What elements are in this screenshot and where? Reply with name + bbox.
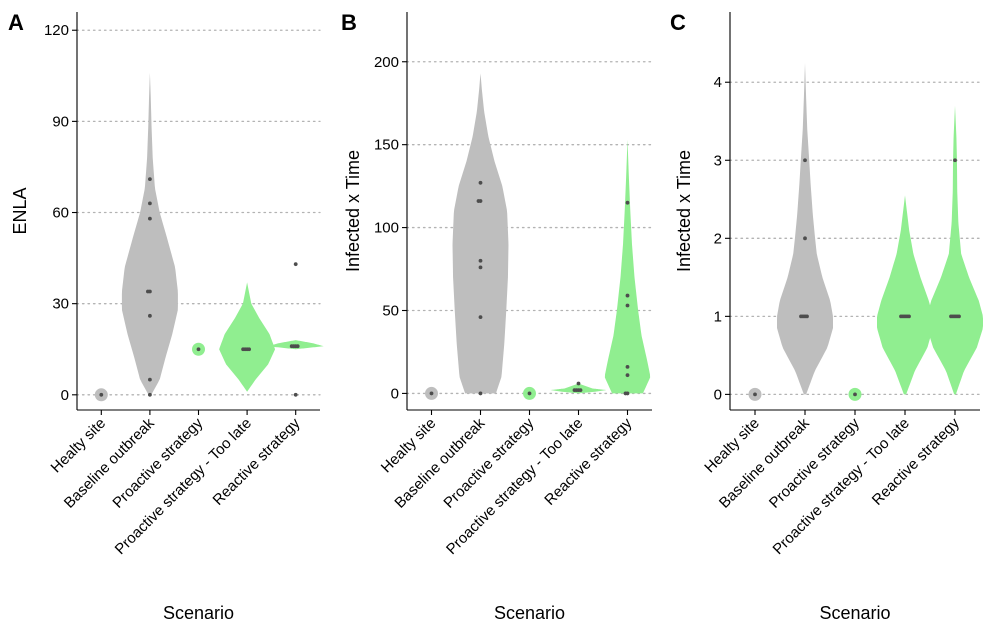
y-axis-title: Infected x Time bbox=[674, 150, 694, 272]
data-point bbox=[241, 347, 246, 352]
data-point bbox=[753, 392, 757, 397]
y-axis-title: Infected x Time bbox=[343, 150, 363, 272]
y-tick-label: 150 bbox=[374, 137, 399, 154]
y-tick-label: 90 bbox=[52, 113, 69, 130]
x-axis-title: Scenario bbox=[163, 603, 234, 623]
data-point bbox=[293, 262, 298, 267]
violin-4 bbox=[877, 195, 933, 395]
data-point bbox=[478, 265, 483, 270]
violin-5 bbox=[927, 105, 983, 395]
x-tick-label: Reactive strategy bbox=[210, 414, 304, 508]
panel-letter: B bbox=[341, 10, 357, 35]
data-point bbox=[625, 364, 630, 369]
y-tick-label: 60 bbox=[52, 205, 69, 222]
y-tick-label: 120 bbox=[44, 22, 69, 39]
data-point bbox=[899, 314, 903, 319]
violin-4 bbox=[219, 282, 276, 392]
data-point bbox=[625, 200, 630, 205]
x-axis-title: Scenario bbox=[819, 603, 890, 623]
data-point bbox=[478, 258, 483, 263]
x-tick-label: Baseline outbreak bbox=[716, 414, 813, 511]
data-point bbox=[803, 158, 807, 163]
data-point bbox=[148, 201, 152, 206]
data-point bbox=[578, 388, 583, 392]
x-tick-label: Proactive strategy bbox=[766, 414, 863, 511]
x-tick-label: Proactive strategy bbox=[440, 414, 537, 511]
data-point bbox=[148, 313, 152, 318]
data-point bbox=[148, 377, 152, 382]
x-tick-label: Reactive strategy bbox=[541, 414, 635, 508]
data-point bbox=[623, 391, 628, 396]
data-point bbox=[148, 177, 152, 181]
panel-letter: C bbox=[670, 10, 686, 35]
data-point bbox=[293, 392, 298, 397]
data-point bbox=[148, 392, 152, 397]
data-point bbox=[625, 373, 630, 378]
x-tick-label: Proactive strategy bbox=[109, 414, 206, 511]
data-point bbox=[953, 158, 957, 163]
x-tick-label: Baseline outbreak bbox=[61, 414, 158, 511]
data-point bbox=[576, 381, 581, 386]
violin-2 bbox=[452, 73, 509, 394]
data-point bbox=[476, 199, 481, 203]
data-point bbox=[805, 314, 809, 319]
y-tick-label: 3 bbox=[714, 152, 722, 169]
data-point bbox=[803, 236, 807, 241]
data-point bbox=[957, 314, 961, 319]
y-tick-label: 4 bbox=[714, 74, 722, 91]
violin-2 bbox=[121, 72, 178, 395]
y-axis-title: ENLA bbox=[10, 187, 30, 234]
y-tick-label: 0 bbox=[714, 386, 722, 403]
data-point bbox=[572, 388, 577, 392]
data-point bbox=[853, 392, 857, 397]
data-point bbox=[289, 344, 294, 349]
data-point bbox=[146, 289, 150, 294]
data-point bbox=[907, 314, 911, 319]
data-point bbox=[625, 303, 630, 308]
y-tick-label: 0 bbox=[391, 385, 399, 402]
data-point bbox=[799, 314, 803, 319]
y-tick-label: 200 bbox=[374, 54, 399, 71]
x-axis-title: Scenario bbox=[494, 603, 565, 623]
violin-5 bbox=[604, 139, 651, 394]
data-point bbox=[247, 347, 252, 352]
y-tick-label: 100 bbox=[374, 220, 399, 237]
y-tick-label: 30 bbox=[52, 296, 69, 313]
data-point bbox=[148, 216, 152, 221]
panel-letter: A bbox=[8, 10, 24, 35]
data-point bbox=[295, 344, 300, 349]
data-point bbox=[625, 293, 630, 298]
y-tick-label: 0 bbox=[61, 387, 69, 404]
data-point bbox=[99, 392, 104, 397]
data-point bbox=[527, 391, 532, 396]
y-tick-label: 50 bbox=[382, 303, 399, 320]
x-tick-label: Baseline outbreak bbox=[391, 414, 488, 511]
data-point bbox=[429, 391, 434, 396]
data-point bbox=[196, 347, 201, 352]
data-point bbox=[478, 315, 483, 320]
y-tick-label: 1 bbox=[714, 308, 722, 325]
data-point bbox=[478, 180, 483, 185]
y-tick-label: 2 bbox=[714, 230, 722, 247]
x-tick-label: Reactive strategy bbox=[869, 414, 963, 508]
data-point bbox=[949, 314, 953, 319]
data-point bbox=[478, 391, 483, 396]
violin-2 bbox=[777, 62, 833, 395]
